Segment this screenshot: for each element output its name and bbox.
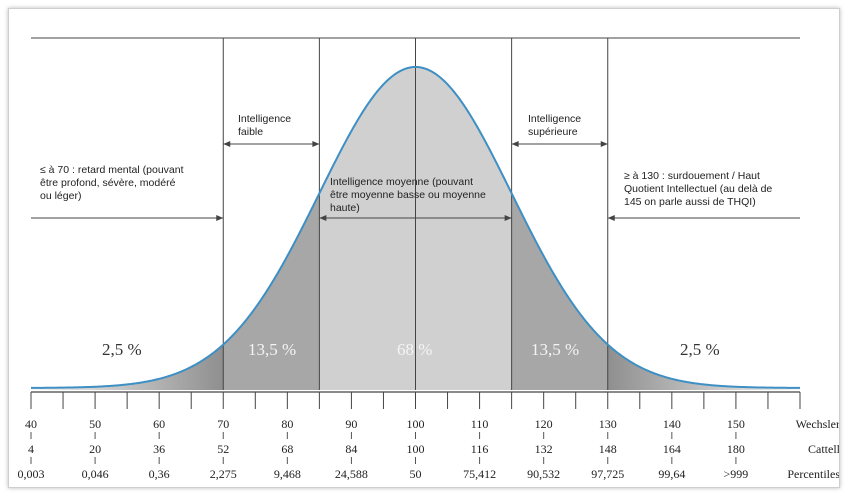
scale-wechsler-value: 70 xyxy=(217,417,229,431)
scale-wechsler-value: 120 xyxy=(535,417,553,431)
scale-percentiles-value: 0,36 xyxy=(149,467,170,481)
scale-name-percentiles: Percentiles xyxy=(787,467,840,481)
scale-wechsler-value: 40 xyxy=(25,417,37,431)
percent-label-low-tail: 2,5 % xyxy=(102,340,142,359)
annotation-surdouement: ≥ à 130 : surdouement / Haut Quotient In… xyxy=(624,170,773,208)
tail-right xyxy=(607,344,800,390)
scale-wechsler-value: 150 xyxy=(727,417,745,431)
scale-wechsler-value: 90 xyxy=(345,417,357,431)
scale-cattell-value: 116 xyxy=(471,442,489,456)
scale-percentiles-value: 97,725 xyxy=(591,467,624,481)
scale-cattell-value: 100 xyxy=(407,442,425,456)
scale-percentiles-value: 0,046 xyxy=(82,467,109,481)
outer-tails xyxy=(31,344,800,390)
scale-cattell-value: 148 xyxy=(599,442,617,456)
scale-cattell-value: 164 xyxy=(663,442,681,456)
tail-left xyxy=(31,344,224,390)
arrow-high-range xyxy=(607,215,800,221)
scale-labels: 40 50 60 70 80 90 100 110 120 130 140 150 Wechsler 4 2… xyxy=(18,417,841,481)
scale-wechsler-value: 50 xyxy=(89,417,101,431)
scale-cattell-value: 20 xyxy=(89,442,101,456)
scale-percentiles-value: 75,412 xyxy=(463,467,496,481)
scale-wechsler-value: 130 xyxy=(599,417,617,431)
scale-percentiles-value: 50 xyxy=(410,467,422,481)
percent-label-high-tail: 2,5 % xyxy=(680,340,720,359)
scale-cattell-value: 180 xyxy=(727,442,745,456)
x-axis xyxy=(30,391,801,409)
scale-cattell-value: 84 xyxy=(345,442,357,456)
scale-wechsler-value: 100 xyxy=(407,417,425,431)
scale-percentiles-value: >999 xyxy=(724,467,749,481)
scale-cattell-value: 68 xyxy=(281,442,293,456)
scale-percentiles-value: 2,275 xyxy=(210,467,237,481)
bell-curve-line xyxy=(30,65,801,389)
scale-wechsler-value: 80 xyxy=(281,417,293,431)
scale-cattell-value: 132 xyxy=(535,442,553,456)
divider-lines xyxy=(31,37,800,390)
scale-name-wechsler: Wechsler xyxy=(796,417,840,431)
percent-label-faible: 13,5 % xyxy=(248,340,297,359)
scale-percentiles-value: 9,468 xyxy=(274,467,301,481)
scale-percentiles-value: 99,64 xyxy=(658,467,685,481)
scale-percentiles-value: 24,588 xyxy=(335,467,368,481)
scale-name-cattell: Cattell xyxy=(808,442,841,456)
scale-wechsler-value: 110 xyxy=(471,417,489,431)
scale-wechsler-value: 140 xyxy=(663,417,681,431)
arrow-faible-range xyxy=(223,141,320,147)
scale-wechsler-value: 60 xyxy=(153,417,165,431)
annotation-intelligence-moyenne: Intelligence moyenne (pouvant être moyen… xyxy=(330,176,486,214)
scale-percentiles-value: 0,003 xyxy=(18,467,45,481)
percent-label-superieure: 13,5 % xyxy=(531,340,580,359)
percent-label-moyenne: 68 % xyxy=(397,340,433,359)
scale-cattell-value: 4 xyxy=(28,442,34,456)
arrow-moyenne-range xyxy=(319,215,512,221)
annotation-retard-mental: ≤ à 70 : retard mental (pouvant être pro… xyxy=(40,164,184,202)
annotation-intelligence-superieure: Intelligence supérieure xyxy=(528,113,582,138)
scale-cattell-value: 52 xyxy=(217,442,229,456)
range-arrows xyxy=(31,141,800,221)
scale-cattell-value: 36 xyxy=(153,442,165,456)
scale-percentiles-value: 90,532 xyxy=(527,467,560,481)
curve-group xyxy=(30,65,801,389)
annotation-intelligence-faible: Intelligence faible xyxy=(238,113,292,138)
arrow-low-range xyxy=(31,215,224,221)
arrow-superieure-range xyxy=(511,141,608,147)
